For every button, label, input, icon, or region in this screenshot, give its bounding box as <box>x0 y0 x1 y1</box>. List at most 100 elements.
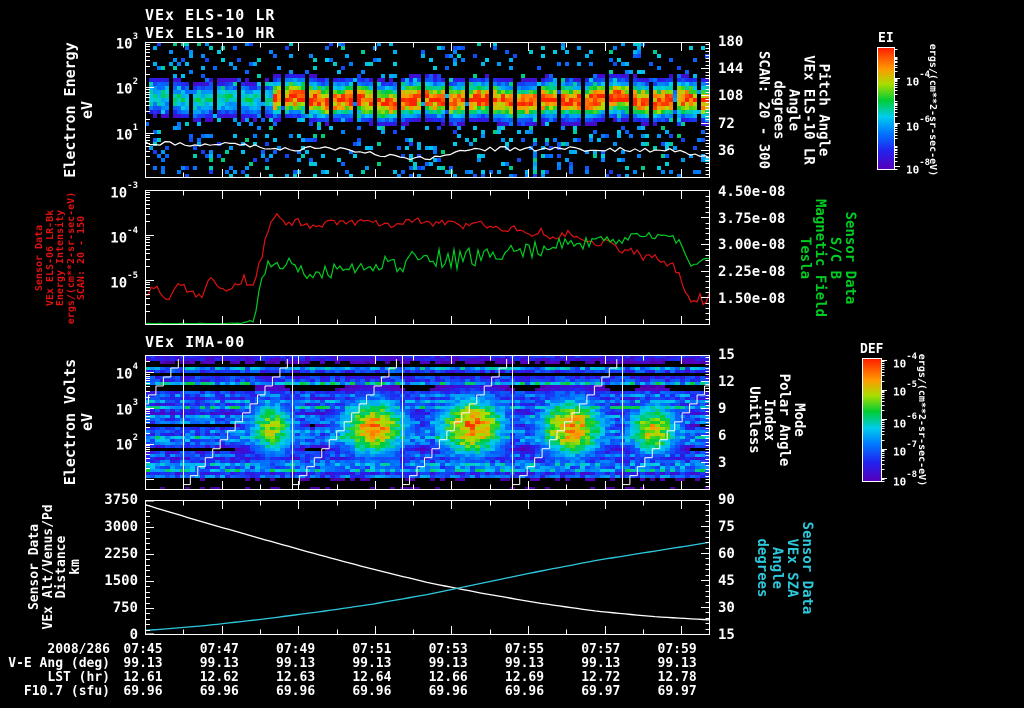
p1-right-tick: 36 <box>718 142 735 159</box>
p4-left-tick: 3750 <box>104 492 138 508</box>
p3-left-axis-label-line: Electron Volts <box>61 358 79 486</box>
p2-right-axis-label-line: Tesla <box>797 236 813 280</box>
def-cb-tick: 10-6 <box>893 412 918 431</box>
p1-right-tick: 144 <box>718 61 744 78</box>
table-f107-cell: 69.96 <box>352 684 392 699</box>
p4-right-tick: 75 <box>718 519 735 535</box>
p3-right-axis-label-line: Index <box>761 398 777 442</box>
table-veang-cell: 99.13 <box>123 656 163 671</box>
table-time-cell: 07:51 <box>352 642 392 657</box>
table-time-cell: 07:53 <box>428 642 468 657</box>
p3-left-tick: 102 <box>115 433 138 455</box>
p2-left-axis-label: Sensor Data VEx ELS-06 LR-Bk Energy Intens… <box>34 192 88 324</box>
p2-left-tick: 10-3 <box>110 181 138 202</box>
table-time-cell: 07:57 <box>581 642 621 657</box>
p2-left-tick: 10-4 <box>110 226 138 247</box>
p4-left-axis-label-line: Sensor Data <box>27 523 42 611</box>
p1-left-axis-label-line: eV <box>78 100 96 120</box>
panel1-title-line1: VEx ELS-10 LR <box>145 6 276 24</box>
panel3-title: VEx IMA-00 <box>145 333 246 351</box>
table-date-label: 2008/286 <box>47 642 110 657</box>
def-cb-tick: 10-7 <box>893 440 918 459</box>
table-time-cell: 07:49 <box>276 642 316 657</box>
p1-left-tick: 101 <box>115 122 138 144</box>
def-cb-tick: 10-5 <box>893 380 918 399</box>
ima-spectrogram-canvas <box>145 355 710 490</box>
table-lst-cell: 12.63 <box>276 670 316 685</box>
p4-left-tick: 750 <box>112 600 138 616</box>
ei-cb-tick: 10-8 <box>906 158 931 177</box>
p4-right-axis-label-line: VEx SZA <box>784 538 800 598</box>
p2-right-tick: 1.50e-08 <box>718 290 786 307</box>
table-f107-cell: 69.97 <box>657 684 697 699</box>
p3-right-axis-label-line: Unitless <box>746 386 762 454</box>
p4-left-axis-label: Sensor Data VEx Alt/Venus/Pd Distance km <box>27 504 83 630</box>
p2-right-axis-label-line: Magnetic Field <box>812 198 828 318</box>
p1-left-tick: 103 <box>115 32 138 53</box>
p2-left-axis-label-line: SCAN: 20 - 150 <box>75 215 87 301</box>
table-f107-cell: 69.97 <box>581 684 621 699</box>
p4-right-axis-label-line: degrees <box>754 538 770 598</box>
table-veang-cell: 99.13 <box>428 656 468 671</box>
ei-colorbar-title: EI <box>878 31 894 46</box>
p1-left-tick: 102 <box>115 77 138 98</box>
p4-right-tick: 60 <box>718 546 735 562</box>
p4-left-tick: 2250 <box>104 546 138 562</box>
p2-right-axis-label: Sensor Data S/C B Magnetic Field Tesla <box>797 198 858 318</box>
p3-left-tick: 103 <box>115 397 138 419</box>
table-row-label: V-E Ang (deg) <box>8 656 110 671</box>
p2-right-axis-label-line: Sensor Data <box>842 211 858 305</box>
p4-left-tick: 0 <box>129 627 138 643</box>
table-row-label: LST (hr) <box>47 670 110 685</box>
table-f107-cell: 69.96 <box>276 684 316 699</box>
table-f107-cell: 69.96 <box>199 684 239 699</box>
table-lst-cell: 12.69 <box>504 670 545 685</box>
p2-right-tick: 4.50e-08 <box>718 184 786 200</box>
p4-left-axis-label-line: Distance <box>54 535 69 599</box>
p1-right-axis-label: Pitch Angle VEx ELS-10 LR Angle degrees SCAN… <box>755 50 832 170</box>
p3-right-tick: 12 <box>718 374 735 390</box>
p1-right-axis-label-line: Angle <box>785 88 802 132</box>
p1-right-tick: 180 <box>718 34 744 50</box>
els-spectrogram-canvas <box>145 42 710 178</box>
p3-right-tick: 6 <box>718 428 727 444</box>
p3-right-tick: 15 <box>718 347 735 363</box>
ei-cb-tick: 10-6 <box>906 115 931 134</box>
table-veang-cell: 99.13 <box>581 656 621 671</box>
intensity-bfield-canvas <box>145 190 710 325</box>
p1-right-axis-label-line: Pitch Angle <box>815 63 832 157</box>
def-colorbar-title: DEF <box>860 342 884 357</box>
p4-left-tick: 1500 <box>104 573 138 589</box>
table-row-label: F10.7 (sfu) <box>23 684 110 699</box>
p3-right-tick: 3 <box>718 455 727 471</box>
table-time-cell: 07:59 <box>657 642 697 657</box>
p4-right-tick: 45 <box>718 573 735 589</box>
def-colorbar <box>862 358 890 482</box>
p4-right-tick: 30 <box>718 600 735 616</box>
ei-colorbar <box>877 47 903 170</box>
p1-right-axis-label-line: SCAN: 20 - 300 <box>755 50 772 170</box>
p1-right-axis-label-line: VEx ELS-10 LR <box>800 55 817 165</box>
p3-left-tick: 104 <box>115 362 138 383</box>
p3-right-axis-label: Mode Polar Angle Index Unitless <box>746 373 807 467</box>
p4-right-axis-label: Sensor Data VEx SZA Angle degrees <box>754 522 815 615</box>
table-lst-cell: 12.62 <box>199 670 239 685</box>
p2-right-tick: 2.25e-08 <box>718 264 786 281</box>
ei-cb-tick: 10-4 <box>906 70 931 89</box>
p2-right-tick: 3.00e-08 <box>718 237 786 254</box>
p4-left-tick: 3000 <box>104 519 138 535</box>
table-lst-cell: 12.61 <box>123 670 163 685</box>
p1-right-axis-label-line: degrees <box>770 80 787 140</box>
table-f107-cell: 69.96 <box>123 684 163 699</box>
table-lst-cell: 12.72 <box>581 670 621 685</box>
p3-right-axis-label-line: Polar Angle <box>776 373 792 467</box>
ephemeris-canvas <box>145 500 710 635</box>
p4-right-axis-label-line: Angle <box>769 546 785 590</box>
p4-left-axis-label-line: VEx Alt/Venus/Pd <box>40 504 56 630</box>
table-veang-cell: 99.13 <box>199 656 239 671</box>
ei-colorbar-unit: ergs/(cm**2-sr-sec-eV) <box>927 43 938 177</box>
p2-left-axis-label-line: Energy Intensity <box>54 209 66 307</box>
table-veang-cell: 99.13 <box>276 656 316 671</box>
p3-right-tick: 9 <box>718 401 727 417</box>
